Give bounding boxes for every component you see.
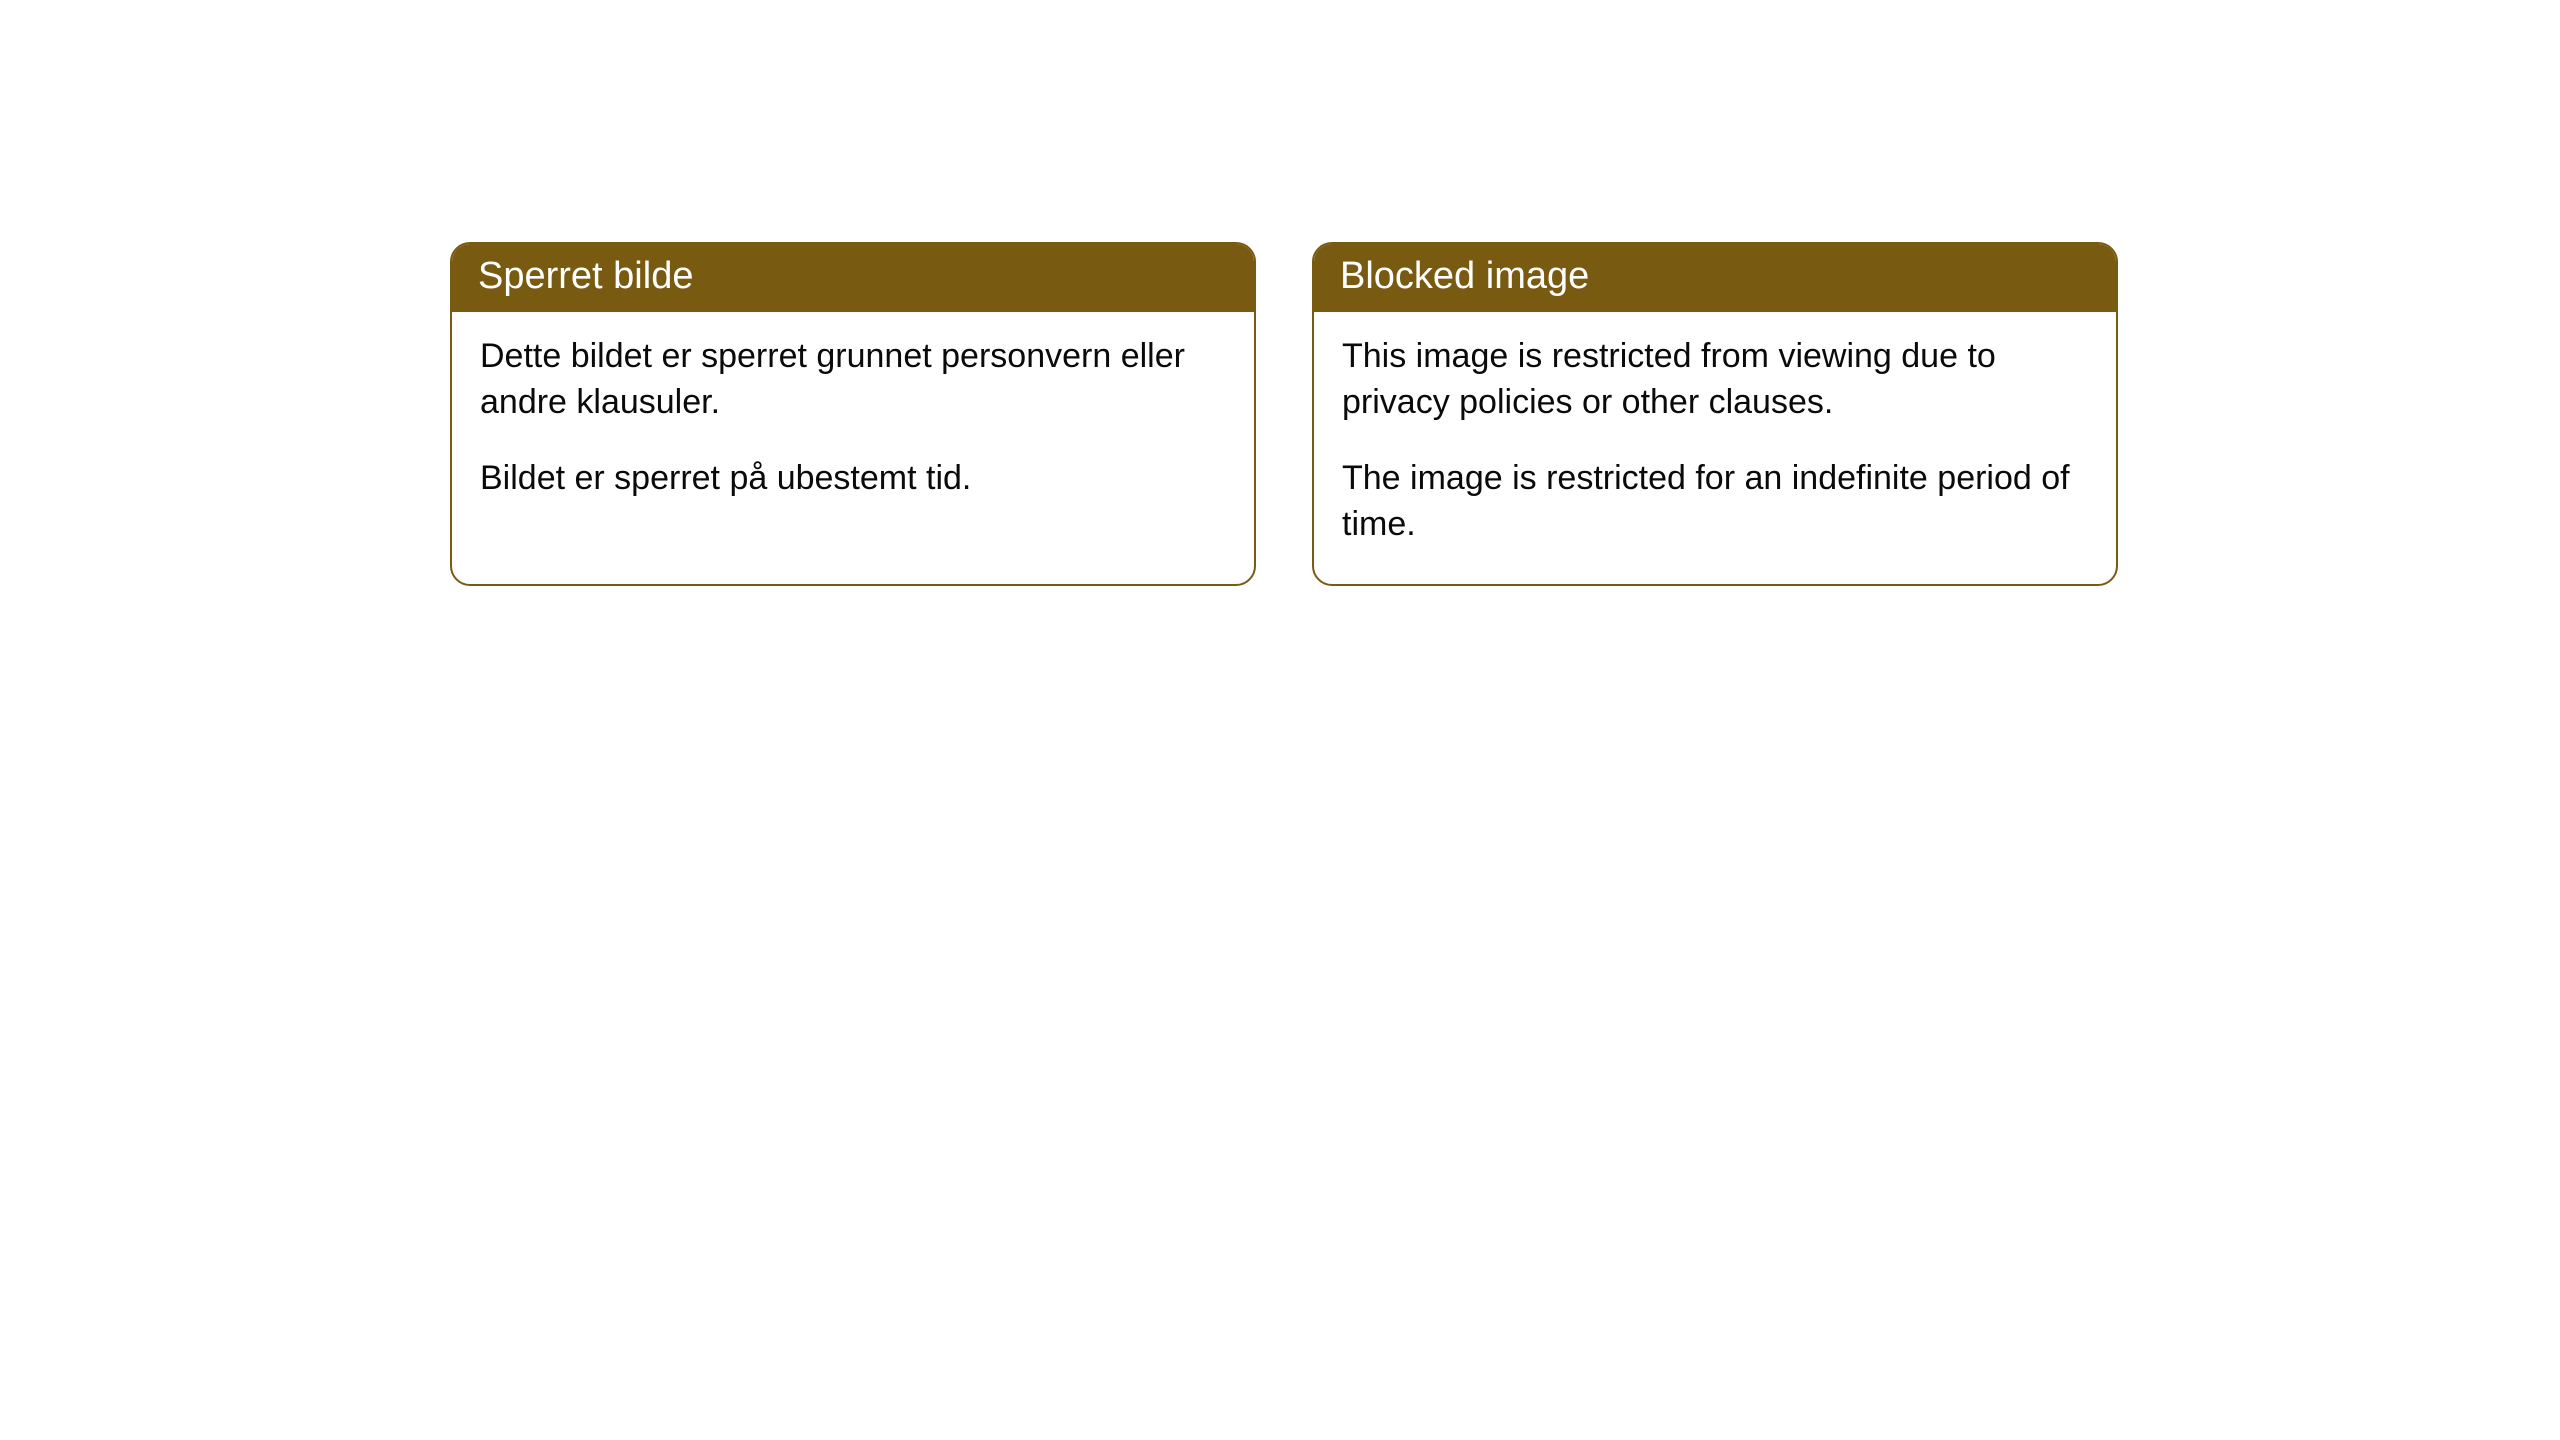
- card-header: Blocked image: [1314, 244, 2116, 312]
- card-body: This image is restricted from viewing du…: [1314, 312, 2116, 584]
- notice-card-english: Blocked image This image is restricted f…: [1312, 242, 2118, 586]
- card-title: Sperret bilde: [478, 255, 693, 297]
- card-header: Sperret bilde: [452, 244, 1254, 312]
- card-paragraph: This image is restricted from viewing du…: [1342, 334, 2088, 426]
- card-title: Blocked image: [1340, 255, 1589, 297]
- card-paragraph: Dette bildet er sperret grunnet personve…: [480, 334, 1226, 426]
- card-body: Dette bildet er sperret grunnet personve…: [452, 312, 1254, 538]
- notice-cards-container: Sperret bilde Dette bildet er sperret gr…: [0, 0, 2560, 586]
- card-paragraph: Bildet er sperret på ubestemt tid.: [480, 456, 1226, 502]
- card-paragraph: The image is restricted for an indefinit…: [1342, 456, 2088, 548]
- notice-card-norwegian: Sperret bilde Dette bildet er sperret gr…: [450, 242, 1256, 586]
